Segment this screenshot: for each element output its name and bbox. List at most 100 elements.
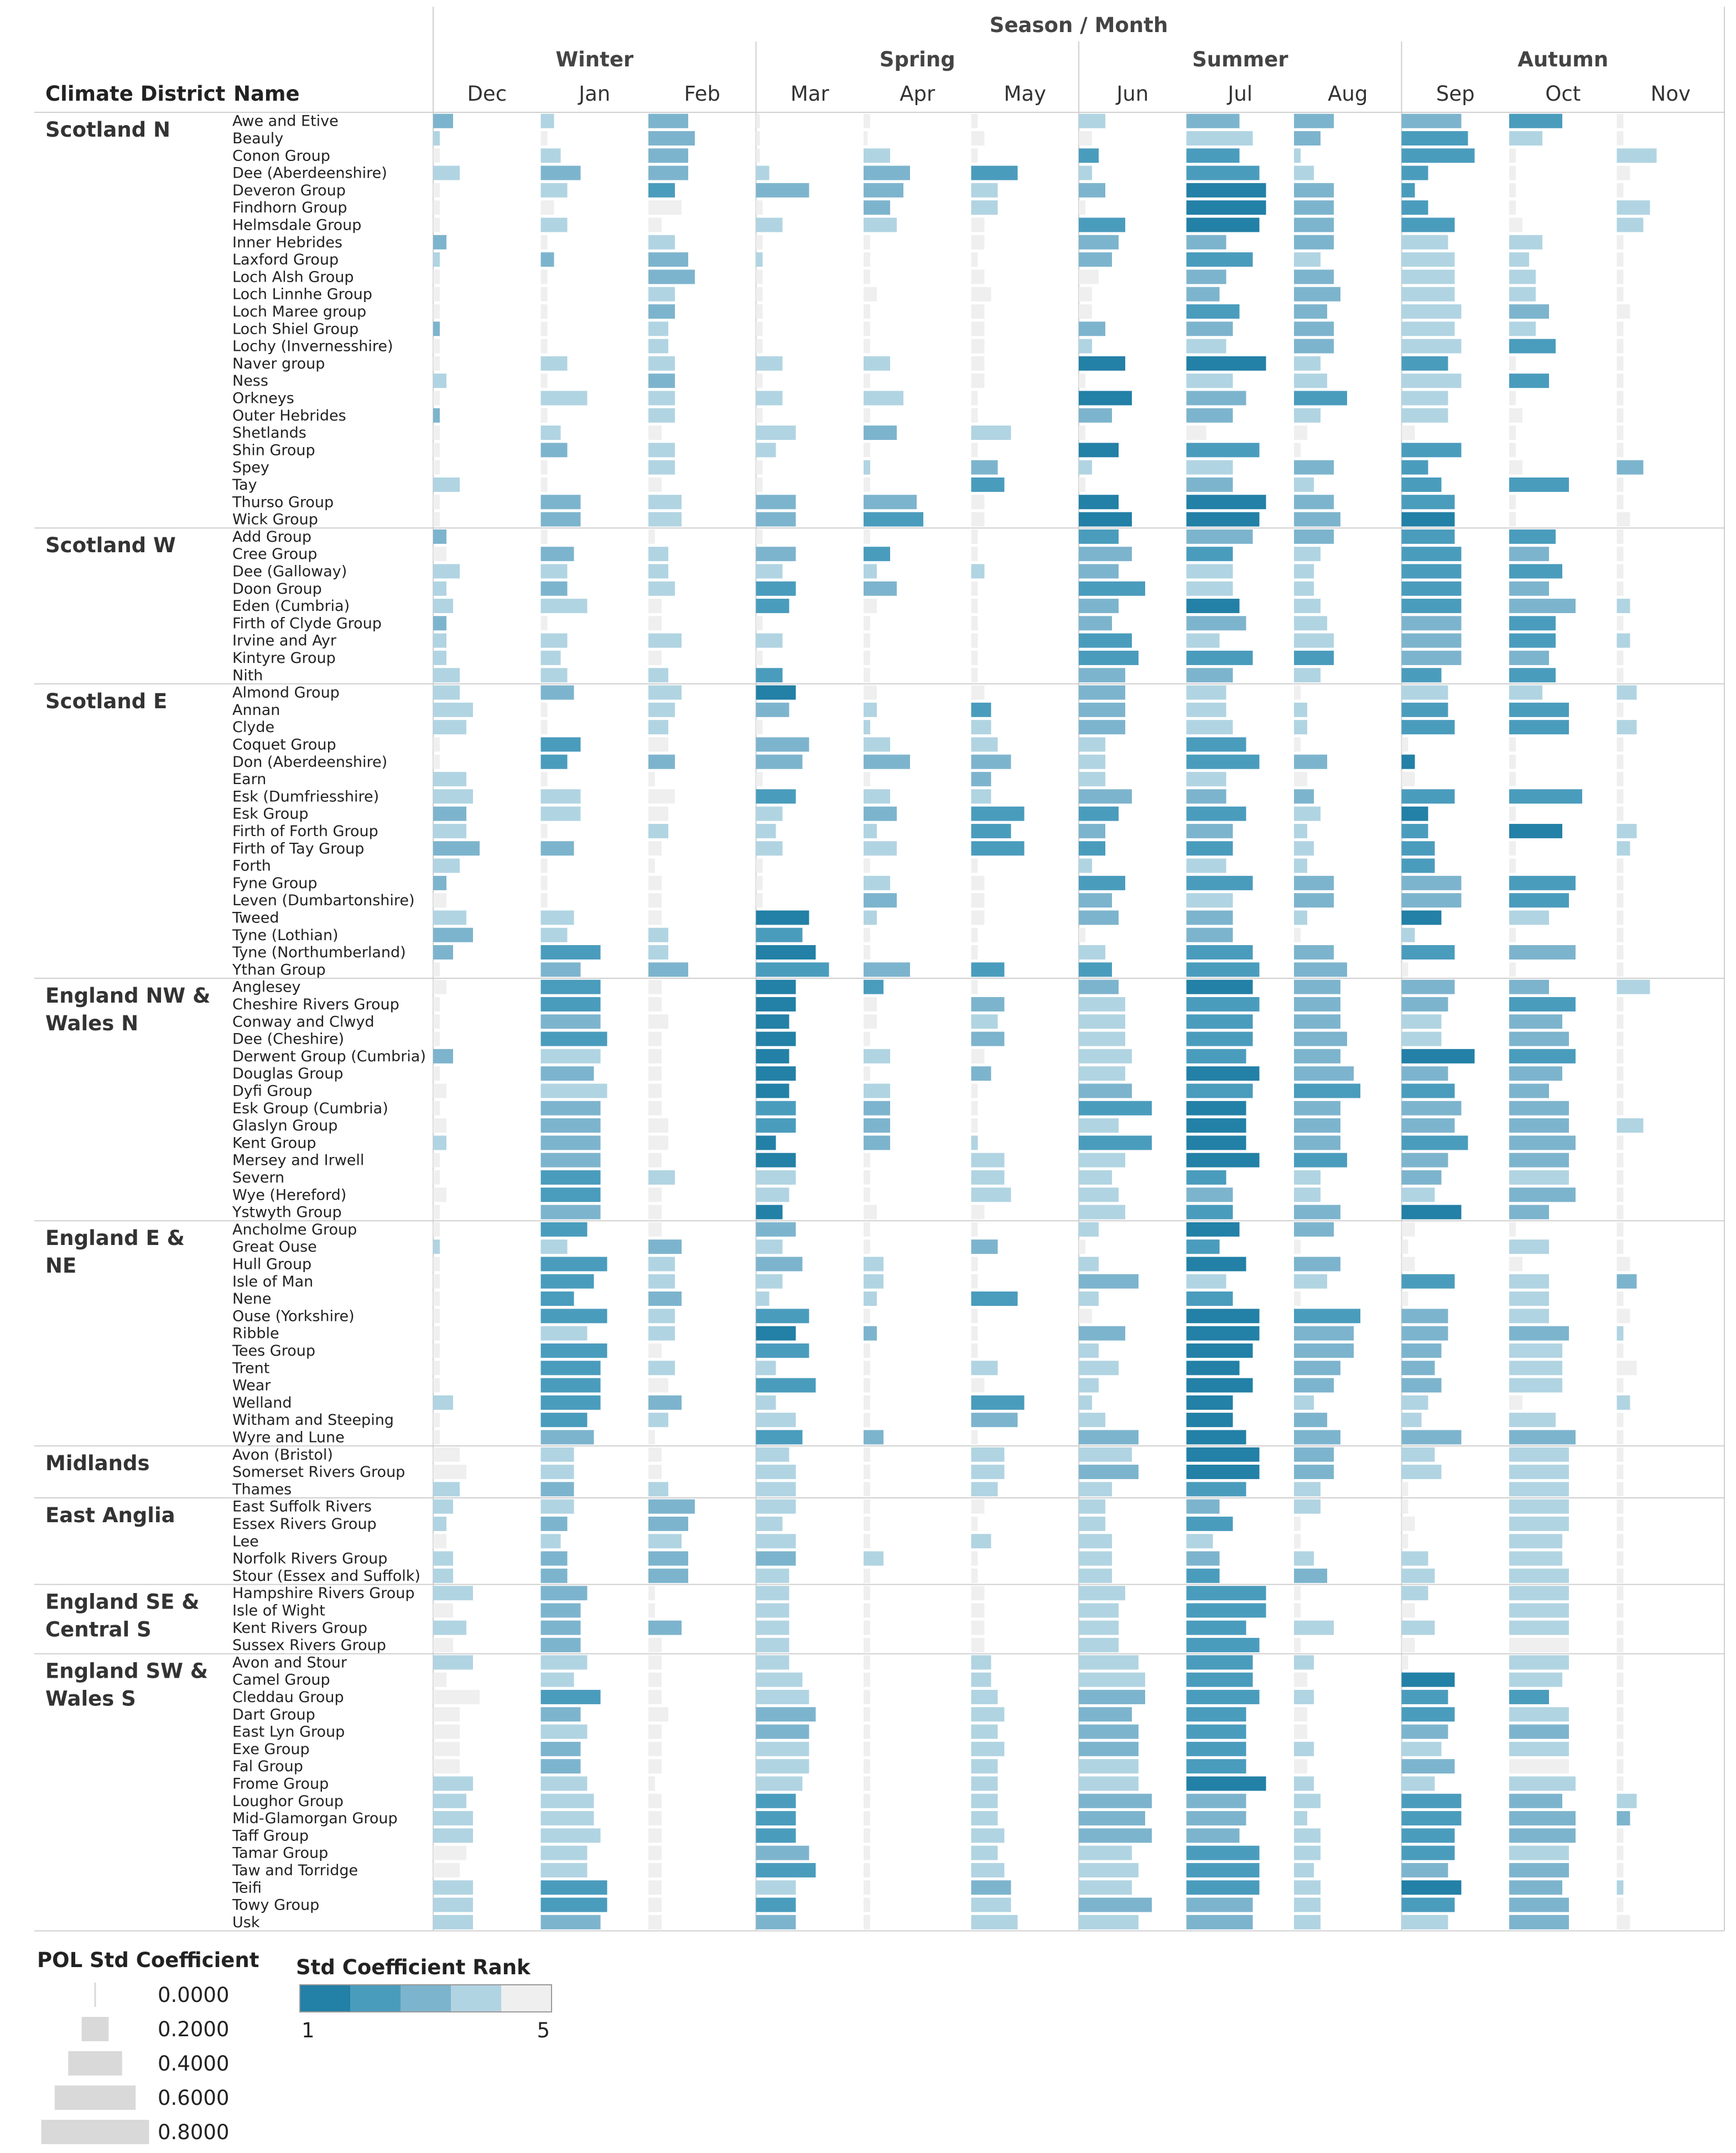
bar-wear-jul (1186, 1378, 1253, 1393)
bar-outer-hebrides-feb (648, 408, 675, 423)
bar-inner-hebrides-aug (1294, 235, 1334, 250)
bar-towy-group-may (971, 1897, 1011, 1912)
bar-hampshire-rivers-group-mar (756, 1586, 789, 1601)
bar-doon-group-jul (1186, 581, 1233, 596)
bar-don-aberdeenshire-aug (1294, 754, 1327, 769)
bar-beauly-apr (864, 131, 868, 146)
bar-avon-and-stour-nov (1617, 1655, 1624, 1670)
bar-almond-group-dec (433, 685, 460, 700)
bar-dyfi-group-jan (540, 1083, 607, 1098)
bar-tyne-lothian-nov (1617, 927, 1624, 942)
bar-tamar-group-jun (1079, 1845, 1132, 1860)
bar-loch-linnhe-group-mar (756, 287, 763, 302)
bar-don-aberdeenshire-may (971, 754, 1011, 769)
bar-laxford-group-aug (1294, 252, 1321, 267)
bar-clyde-oct (1509, 720, 1569, 735)
bar-welland-apr (864, 1395, 870, 1410)
bar-avon-and-stour-jan (540, 1655, 588, 1670)
row-label: Kent Group (232, 1134, 316, 1151)
bar-mid-glamorgan-group-dec (433, 1811, 473, 1826)
bar-leven-dumbartonshire-oct (1509, 893, 1569, 908)
bar-tyne-northumberland-jul (1186, 945, 1253, 960)
bar-taff-group-jun (1079, 1828, 1152, 1843)
bar-inner-hebrides-feb (648, 235, 675, 250)
bar-ythan-group-nov (1617, 962, 1624, 977)
bar-wye-hereford-jul (1186, 1187, 1233, 1202)
bar-witham-and-steeping-jan (540, 1413, 588, 1428)
bar-dyfi-group-may (971, 1083, 978, 1098)
bar-glaslyn-group-sep (1401, 1118, 1455, 1133)
bar-taw-and-torridge-jul (1186, 1863, 1260, 1877)
bar-thurso-group-jul (1186, 495, 1266, 510)
bar-severn-jul (1186, 1170, 1226, 1185)
bar-wye-hereford-jan (540, 1187, 601, 1202)
bar-somerset-rivers-group-mar (756, 1465, 796, 1480)
bar-welland-nov (1617, 1395, 1630, 1410)
bar-spey-sep (1401, 460, 1428, 475)
bar-anglesey-oct (1509, 979, 1549, 994)
row-label: Wyre and Lune (232, 1429, 345, 1446)
bar-avon-bristol-jul (1186, 1447, 1260, 1462)
row-label: Doon Group (232, 580, 322, 598)
bar-sussex-rivers-group-may (971, 1638, 985, 1653)
bar-mid-glamorgan-group-feb (648, 1811, 662, 1826)
bar-frome-group-jul (1186, 1776, 1266, 1791)
bar-east-suffolk-rivers-oct (1509, 1499, 1569, 1514)
bar-mersey-and-irwell-sep (1401, 1153, 1448, 1168)
bar-lochy-invernesshire-jul (1186, 339, 1226, 354)
bar-annan-sep (1401, 702, 1448, 717)
bar-fyne-group-dec (433, 875, 446, 890)
bar-orkneys-jan (540, 391, 588, 406)
row-label: Shin Group (232, 442, 315, 459)
bar-firth-of-tay-group-aug (1294, 841, 1314, 856)
bar-isle-of-man-nov (1617, 1274, 1637, 1289)
bar-douglas-group-mar (756, 1066, 796, 1081)
bar-thurso-group-oct (1509, 495, 1516, 510)
bar-mid-glamorgan-group-jan (540, 1811, 594, 1826)
row-label: Douglas Group (232, 1065, 343, 1082)
bar-dyfi-group-aug (1294, 1083, 1360, 1098)
bar-ythan-group-may (971, 962, 1005, 977)
bar-exe-group-oct (1509, 1741, 1569, 1756)
bar-derwent-group-cumbria-mar (756, 1049, 789, 1063)
bar-coquet-group-nov (1617, 737, 1624, 752)
bar-norfolk-rivers-group-apr (864, 1551, 883, 1566)
bar-esk-group-apr (864, 806, 897, 821)
bar-thurso-group-mar (756, 495, 796, 510)
bar-earn-nov (1617, 772, 1624, 787)
month-label-aug: Aug (1328, 82, 1368, 106)
color-legend-swatch-2 (350, 1985, 401, 2012)
bar-naver-group-jul (1186, 356, 1266, 371)
bar-wye-hereford-aug (1294, 1187, 1321, 1202)
bar-cheshire-rivers-group-aug (1294, 997, 1340, 1011)
bar-ancholme-group-dec (433, 1222, 440, 1237)
bar-glaslyn-group-jul (1186, 1118, 1246, 1133)
bar-clyde-dec (433, 720, 466, 735)
bar-esk-group-jun (1079, 806, 1119, 821)
bar-conon-group-aug (1294, 148, 1301, 163)
bar-forth-jun (1079, 858, 1092, 873)
bar-beauly-oct (1509, 131, 1542, 146)
bar-ouse-yorkshire-jan (540, 1309, 607, 1324)
bar-camel-group-aug (1294, 1672, 1307, 1687)
bar-doon-group-nov (1617, 581, 1624, 596)
bar-conway-and-clwyd-nov (1617, 1014, 1624, 1029)
bar-shetlands-apr (864, 426, 897, 440)
bar-norfolk-rivers-group-sep (1401, 1551, 1428, 1566)
bar-findhorn-group-oct (1509, 200, 1516, 215)
size-legend-swatch (68, 2051, 122, 2076)
bar-avon-bristol-feb (648, 1447, 662, 1462)
bar-exe-group-apr (864, 1741, 870, 1756)
bar-camel-group-jun (1079, 1672, 1145, 1687)
bar-witham-and-steeping-nov (1617, 1413, 1624, 1428)
bar-tay-sep (1401, 477, 1442, 492)
bar-leven-dumbartonshire-jun (1079, 893, 1112, 908)
bar-douglas-group-oct (1509, 1066, 1562, 1081)
bar-eden-cumbria-apr (864, 599, 877, 614)
row-label: Ribble (232, 1325, 279, 1342)
bar-deveron-group-may (971, 183, 998, 198)
bar-thurso-group-feb (648, 495, 682, 510)
bar-tamar-group-jul (1186, 1845, 1260, 1860)
row-label: Firth of Tay Group (232, 840, 364, 857)
